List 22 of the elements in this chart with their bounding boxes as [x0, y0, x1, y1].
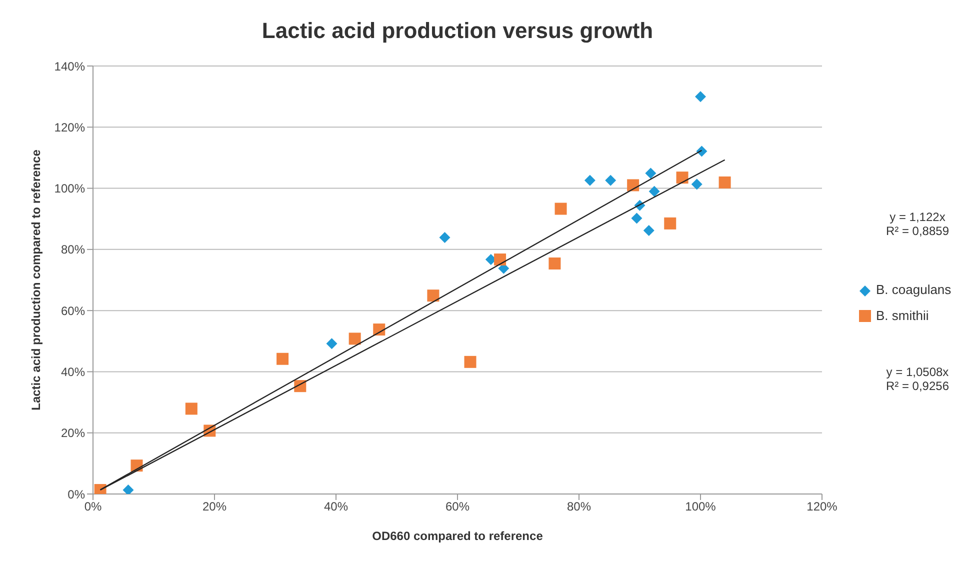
y-tick-label: 0% [68, 487, 86, 502]
y-tick-label: 60% [60, 304, 86, 318]
x-tick-label: 120% [806, 500, 838, 514]
text: y = 1,0508x R² = 0,9256 [886, 365, 949, 393]
y-tick-label: 140% [54, 59, 86, 74]
y-tick-label: 40% [60, 364, 86, 379]
x-tick-label: 100% [685, 500, 716, 514]
legend-label: B. smithii [875, 308, 930, 324]
chart-title: Lactic acid production versus growth [260, 18, 654, 44]
y-axis-title: Lactic acid production compared to reference [29, 150, 43, 410]
y-tick-label: 80% [60, 242, 86, 257]
x-axis-title: OD660 compared to reference [371, 529, 544, 543]
x-tick-label: 60% [445, 500, 470, 514]
x-tick-label: 20% [202, 500, 227, 514]
y-tick-label: 100% [54, 182, 86, 196]
text: y = 1,122x R² = 0,8859 [886, 210, 949, 238]
y-tick-label: 20% [60, 426, 86, 440]
y-tick-label: 120% [54, 120, 86, 134]
x-tick-label: 80% [566, 500, 592, 514]
x-tick-label: 0% [84, 500, 102, 514]
x-tick-label: 40% [324, 500, 348, 514]
legend-label: B. coagulans [875, 282, 952, 298]
